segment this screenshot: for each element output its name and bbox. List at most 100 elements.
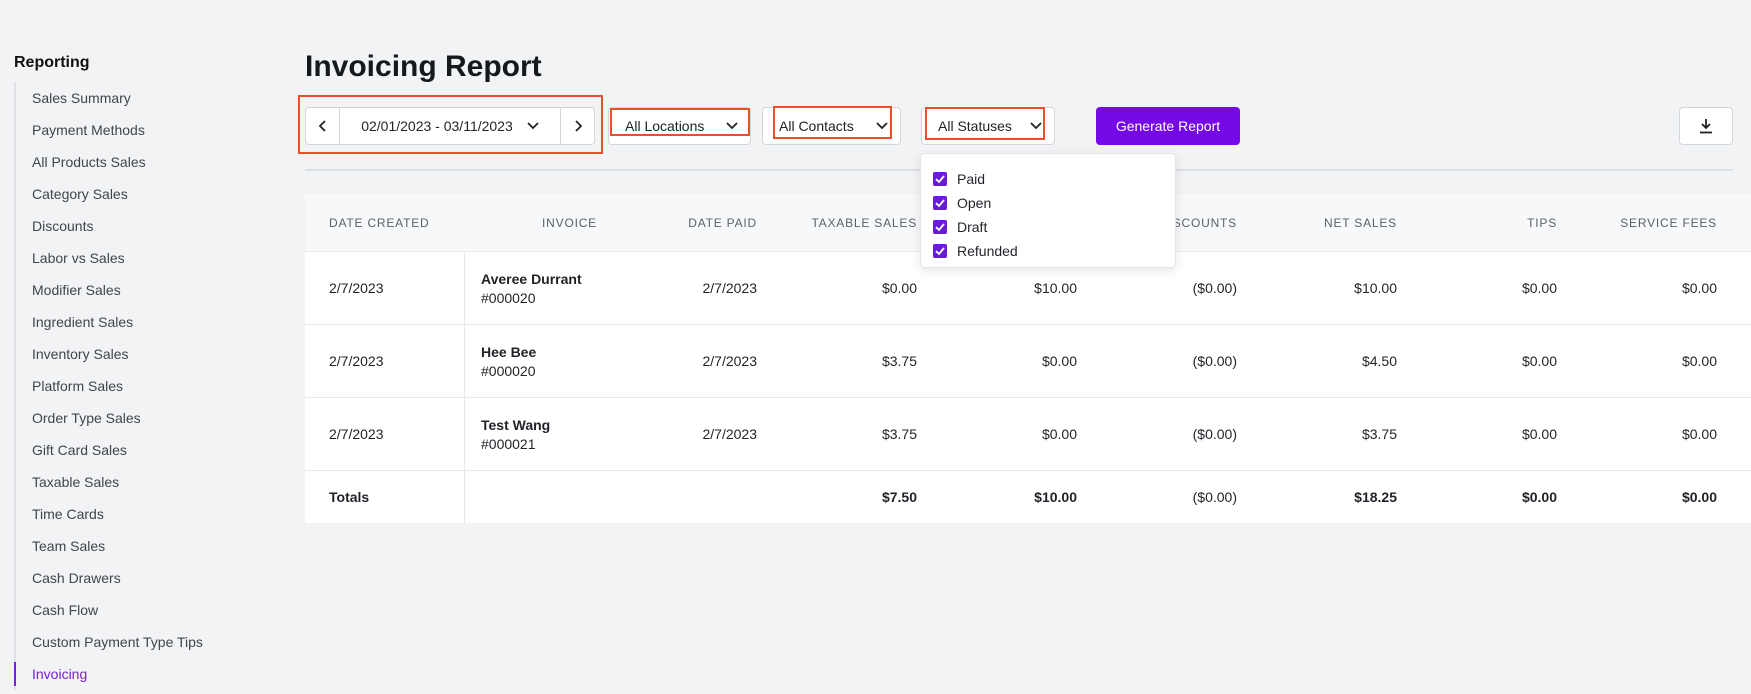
- header-service-fees: SERVICE FEES: [1620, 215, 1717, 230]
- table-row[interactable]: 2/7/2023 Test Wang #000021 2/7/2023 $3.7…: [305, 398, 1751, 471]
- chevron-down-icon: [527, 122, 539, 130]
- date-range-value: 02/01/2023 - 03/11/2023: [361, 118, 513, 134]
- page-title: Invoicing Report: [305, 50, 542, 83]
- sidebar-item-order-type-sales[interactable]: Order Type Sales: [32, 410, 141, 426]
- cell-service-fees: $0.00: [1681, 426, 1717, 442]
- totals-discounts: ($0.00): [1192, 489, 1237, 505]
- sidebar-item-taxable-sales[interactable]: Taxable Sales: [32, 474, 120, 490]
- status-option-label: Draft: [957, 219, 988, 235]
- status-option-refunded[interactable]: Refunded: [933, 239, 1175, 263]
- checkbox-checked-icon[interactable]: [933, 196, 947, 210]
- status-option-label: Open: [957, 195, 992, 211]
- cell-taxable-sales: $3.75: [881, 353, 917, 369]
- sidebar-item-gift-card-sales[interactable]: Gift Card Sales: [32, 442, 127, 458]
- sidebar-item-sales-summary[interactable]: Sales Summary: [32, 90, 131, 106]
- cell-invoice: Hee Bee #000020: [465, 344, 613, 379]
- chevron-right-icon: [574, 120, 582, 132]
- chevron-left-icon: [318, 120, 326, 132]
- cell-non-taxable-sales: $0.00: [1041, 426, 1077, 442]
- sidebar-item-platform-sales[interactable]: Platform Sales: [32, 378, 124, 394]
- cell-non-taxable-sales: $0.00: [1041, 353, 1077, 369]
- filter-toolbar: 02/01/2023 - 03/11/2023 All Locations Al…: [305, 107, 1733, 145]
- header-net-sales: NET SALES: [1323, 215, 1397, 230]
- next-period-button[interactable]: [560, 108, 594, 144]
- header-discounts: SCOUNTS: [1172, 215, 1237, 230]
- cell-discounts: ($0.00): [1192, 353, 1237, 369]
- cell-date-paid: 2/7/2023: [702, 353, 758, 369]
- cell-discounts: ($0.00): [1192, 426, 1237, 442]
- status-option-draft[interactable]: Draft: [933, 215, 1175, 239]
- sidebar-item-discounts[interactable]: Discounts: [32, 218, 94, 234]
- previous-period-button[interactable]: [306, 108, 340, 144]
- status-option-label: Refunded: [957, 243, 1018, 259]
- statuses-value: All Statuses: [938, 118, 1012, 134]
- sidebar-item-invoicing[interactable]: Invoicing: [14, 658, 264, 690]
- cell-net-sales: $10.00: [1354, 280, 1397, 296]
- cell-taxable-sales: $0.00: [881, 280, 917, 296]
- sidebar-item-payment-methods[interactable]: Payment Methods: [32, 122, 145, 138]
- contacts-select[interactable]: All Contacts: [762, 107, 901, 145]
- contacts-value: All Contacts: [779, 118, 854, 134]
- sidebar-item-all-products-sales[interactable]: All Products Sales: [32, 154, 146, 170]
- sidebar-item-ingredient-sales[interactable]: Ingredient Sales: [32, 314, 134, 330]
- invoice-contact: Hee Bee: [481, 343, 537, 360]
- date-range-picker: 02/01/2023 - 03/11/2023: [305, 107, 595, 145]
- download-icon: [1700, 119, 1712, 134]
- header-taxable-sales: TAXABLE SALES: [811, 215, 917, 230]
- cell-discounts: ($0.00): [1192, 280, 1237, 296]
- header-tips: TIPS: [1527, 215, 1557, 230]
- totals-taxable-sales: $7.50: [881, 489, 917, 505]
- totals-label: Totals: [305, 471, 465, 523]
- sidebar-item-category-sales[interactable]: Category Sales: [32, 186, 128, 202]
- checkbox-checked-icon[interactable]: [933, 220, 947, 234]
- download-button[interactable]: [1679, 107, 1733, 145]
- cell-date-paid: 2/7/2023: [702, 426, 758, 442]
- invoice-number: #000020: [481, 362, 536, 379]
- sidebar-item-labor-vs-sales[interactable]: Labor vs Sales: [32, 250, 125, 266]
- cell-tips: $0.00: [1521, 426, 1557, 442]
- totals-tips: $0.00: [1521, 489, 1557, 505]
- sidebar-item-cash-drawers[interactable]: Cash Drawers: [32, 570, 121, 586]
- checkbox-checked-icon[interactable]: [933, 172, 947, 186]
- table-row[interactable]: 2/7/2023 Averee Durrant #000020 2/7/2023…: [305, 252, 1751, 325]
- status-option-paid[interactable]: Paid: [933, 167, 1175, 191]
- cell-invoice: Test Wang #000021: [465, 417, 613, 452]
- cell-date-created: 2/7/2023: [305, 325, 465, 397]
- table-row[interactable]: 2/7/2023 Hee Bee #000020 2/7/2023 $3.75 …: [305, 325, 1751, 398]
- locations-select[interactable]: All Locations: [608, 107, 751, 145]
- sidebar-item-custom-payment-type-tips[interactable]: Custom Payment Type Tips: [32, 634, 203, 650]
- cell-date-created: 2/7/2023: [305, 252, 465, 324]
- sidebar-item-modifier-sales[interactable]: Modifier Sales: [32, 282, 121, 298]
- cell-taxable-sales: $3.75: [881, 426, 917, 442]
- sidebar-item-time-cards[interactable]: Time Cards: [32, 506, 104, 522]
- totals-non-taxable-sales: $10.00: [1034, 489, 1077, 505]
- statuses-select[interactable]: All Statuses: [921, 107, 1055, 145]
- chevron-down-icon: [726, 122, 738, 130]
- cell-net-sales: $4.50: [1361, 353, 1397, 369]
- invoice-contact: Averee Durrant: [481, 270, 582, 287]
- sidebar-item-inventory-sales[interactable]: Inventory Sales: [32, 346, 129, 362]
- cell-invoice: Averee Durrant #000020: [465, 271, 613, 306]
- status-dropdown-panel: Paid Open Draft Refunded: [920, 153, 1176, 268]
- cell-non-taxable-sales: $10.00: [1034, 280, 1077, 296]
- cell-date-created: 2/7/2023: [305, 398, 465, 470]
- cell-date-paid: 2/7/2023: [702, 280, 758, 296]
- date-range-select[interactable]: 02/01/2023 - 03/11/2023: [340, 108, 560, 144]
- invoice-contact: Test Wang: [481, 416, 551, 433]
- cell-tips: $0.00: [1521, 280, 1557, 296]
- cell-net-sales: $3.75: [1361, 426, 1397, 442]
- locations-value: All Locations: [625, 118, 705, 134]
- invoice-number: #000021: [481, 435, 536, 452]
- sidebar-item-cash-flow[interactable]: Cash Flow: [32, 602, 99, 618]
- checkbox-checked-icon[interactable]: [933, 244, 947, 258]
- totals-row: Totals $7.50 $10.00 ($0.00) $18.25 $0.00…: [305, 471, 1751, 523]
- cell-service-fees: $0.00: [1681, 353, 1717, 369]
- cell-tips: $0.00: [1521, 353, 1557, 369]
- header-date-created: DATE CREATED: [329, 215, 430, 230]
- status-option-open[interactable]: Open: [933, 191, 1175, 215]
- sidebar-item-team-sales[interactable]: Team Sales: [32, 538, 106, 554]
- generate-report-button[interactable]: Generate Report: [1096, 107, 1240, 145]
- header-invoice: INVOICE: [542, 215, 597, 230]
- chevron-down-icon: [1030, 122, 1042, 130]
- cell-service-fees: $0.00: [1681, 280, 1717, 296]
